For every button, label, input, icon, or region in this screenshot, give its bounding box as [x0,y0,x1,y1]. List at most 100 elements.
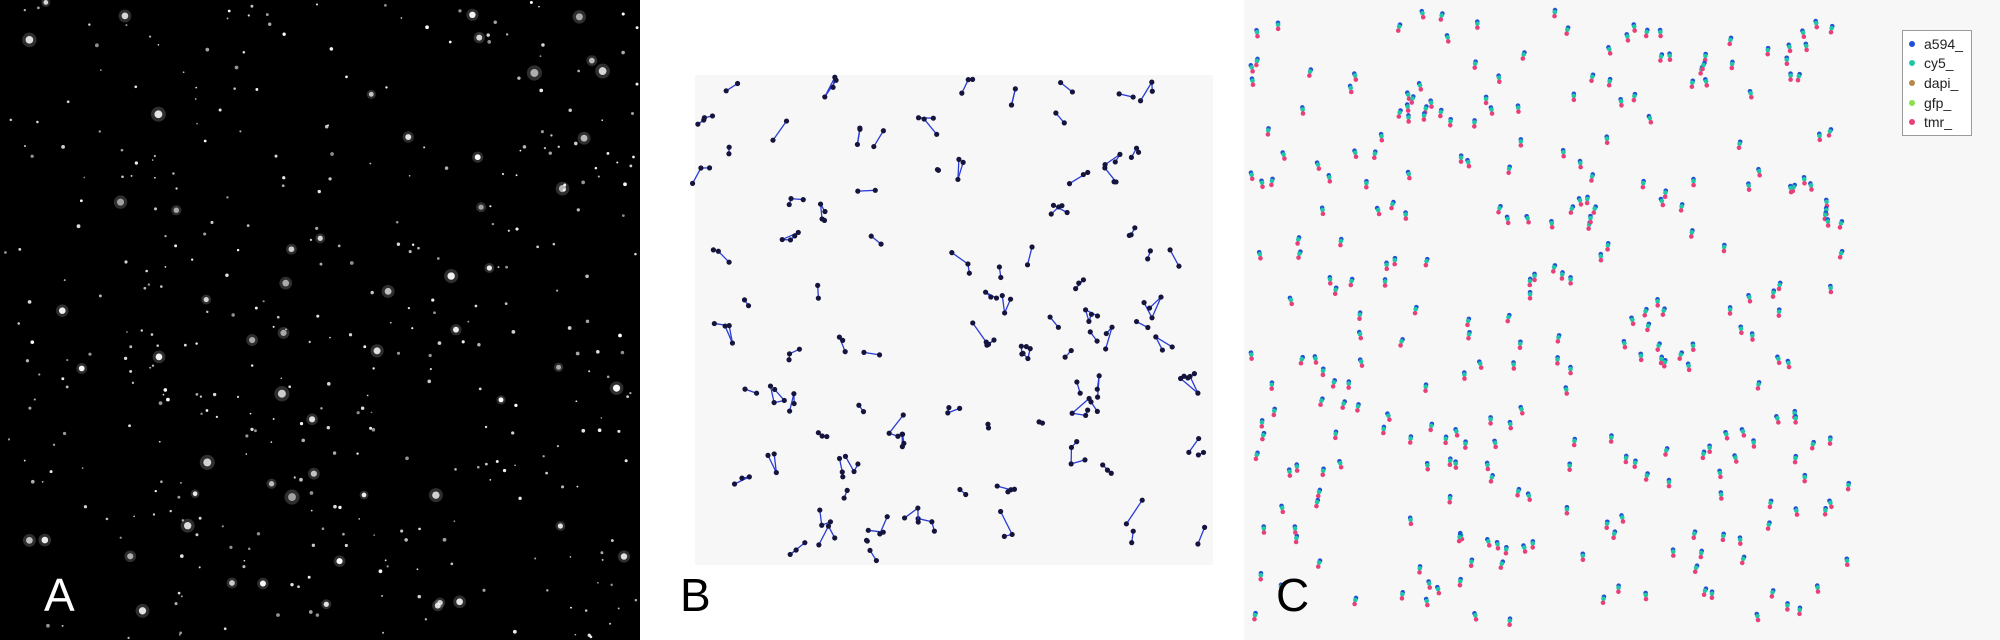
tracked-spot [1103,346,1109,352]
fluorescent-spot [323,601,329,607]
channel-spot [1608,439,1614,444]
channel-spot [1457,582,1463,588]
channel-spot [1294,468,1300,473]
channel-spot [1505,220,1511,226]
fluorescent-spot [557,145,560,148]
fluorescent-spot [280,377,283,380]
channel-spot [1564,31,1569,36]
channel-spot [1703,79,1709,84]
fluorescent-spot [308,340,311,344]
channel-spot [1492,440,1498,446]
channel-spot [1658,58,1663,63]
channel-spot [1661,308,1666,313]
channel-spot [1436,590,1442,596]
tracked-spot [1153,334,1159,340]
fluorescent-spot [411,243,415,246]
channel-spot [1568,277,1573,282]
channel-spot [1454,433,1460,438]
channel-spot [1784,61,1790,67]
fluorescent-spot [469,11,476,19]
fluorescent-spot [530,68,539,77]
fluorescent-spot [573,141,578,146]
channel-spot [1561,153,1566,159]
channel-spot [1552,9,1558,15]
channel-spot [1316,560,1322,565]
fluorescent-spot [179,554,184,558]
channel-spot [1530,545,1536,550]
tracked-spot [1068,444,1075,451]
channel-spot [1768,500,1773,506]
channel-spot [1794,508,1799,513]
fluorescent-spot [200,412,203,416]
channel-spot [1298,360,1304,366]
tracked-spot [842,349,848,355]
tracked-spot [934,131,940,137]
channel-spot [1770,590,1775,595]
fluorescent-spot [569,556,572,558]
fluorescent-spot [588,57,595,64]
channel-spot [1400,592,1405,597]
channel-spot [1622,344,1628,350]
fluorescent-spot [239,130,242,133]
channel-spot [1506,166,1512,172]
fluorescent-spot [408,174,411,177]
channel-spot [1515,492,1520,498]
fluorescent-spot [195,533,199,537]
fluorescent-spot [154,489,157,493]
fluorescent-spot [432,491,440,499]
fluorescent-spot [456,598,463,606]
tracked-spot [930,115,936,121]
fluorescent-spot [315,226,319,230]
fluorescent-spot [205,47,210,52]
panel-a-label: A [44,569,75,621]
tracked-spot [1066,181,1073,187]
fluorescent-spot [372,367,375,370]
channel-spot [1532,273,1537,279]
fluorescent-spot [477,343,481,347]
fluorescent-spot [541,43,545,47]
channel-spot [1248,352,1254,357]
channel-spot [1690,347,1696,353]
fluorescent-spot [556,289,559,292]
fluorescent-spot [203,458,212,467]
fluorescent-spot [52,443,56,446]
fluorescent-spot [160,480,163,484]
channel-spot [1739,330,1744,336]
channel-spot [1658,360,1664,366]
channel-spot [1660,312,1666,317]
fluorescent-spot [315,613,320,617]
panel-b-spot-tracking: B [640,0,1244,640]
fluorescent-spot [610,539,614,542]
tracked-spot [945,410,951,416]
tracked-spot [1141,300,1147,306]
channel-spot [1408,517,1413,523]
fluorescent-spot [123,356,128,361]
channel-spot [1447,458,1453,464]
channel-spot [1275,26,1281,32]
channel-spot [1355,408,1360,413]
channel-spot [1756,168,1762,174]
tracked-spot [915,115,922,121]
channel-spot [1616,589,1621,595]
tracked-spot [1186,449,1192,455]
fluorescent-spot [623,182,627,187]
channel-spot [1690,80,1695,86]
fluorescent-spot [385,86,388,89]
fluorescent-spot [476,34,483,41]
channel-spot [1250,69,1255,74]
fluorescent-spot [98,130,101,133]
fluorescent-spot [174,244,178,248]
channel-spot [1693,565,1699,570]
tracked-spot [899,444,905,450]
tracked-spot [970,320,976,326]
tracked-spot [839,469,845,475]
channel-spot [1507,618,1513,624]
channel-spot [1348,89,1354,95]
channel-spot [1293,530,1298,535]
channel-spot [1701,451,1706,457]
fluorescent-spot [203,139,207,143]
tracked-spot [1074,439,1080,445]
channel-spot [1488,479,1494,484]
tracked-spot [1080,277,1087,283]
channel-spot [1658,54,1664,59]
